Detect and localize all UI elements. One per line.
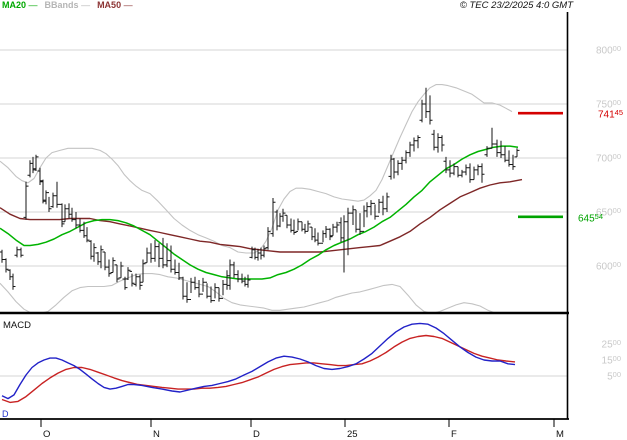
svg-text:75000: 75000 [596, 98, 621, 111]
svg-text:64554: 64554 [578, 212, 603, 225]
macd-axis-labels: 2500 1500 500 [602, 338, 621, 383]
svg-text:74145: 74145 [598, 108, 623, 121]
ma50-line [0, 178, 523, 253]
candles-layer [0, 87, 520, 303]
timestamp: © TEC 23/2/2025 4:0 GMT [459, 0, 573, 11]
price-axis-labels: 80000 75000 70000 65000 60000 [596, 44, 621, 273]
macd-line [1, 322, 516, 400]
svg-text:60000: 60000 [596, 260, 621, 273]
svg-text:M: M [556, 429, 564, 440]
macd-panel-label: MACD [3, 320, 31, 331]
ma20-line-swatch: — [28, 0, 38, 10]
x-axis-labels: O N D 25 F M [40, 419, 564, 440]
svg-text:D: D [2, 409, 9, 419]
svg-text:N: N [153, 429, 160, 440]
legend-label-ma50: MA50 [97, 0, 122, 10]
svg-text:70000: 70000 [596, 152, 621, 165]
chart-legend: MA20 — BBands — MA50 — [2, 0, 140, 10]
legend-item-ma20[interactable]: MA20 — [2, 0, 38, 10]
legend-label-ma20: MA20 [2, 0, 27, 10]
svg-text:1500: 1500 [602, 354, 621, 367]
chart-border [0, 12, 569, 420]
svg-text:O: O [43, 429, 50, 440]
svg-text:80000: 80000 [596, 44, 621, 57]
svg-text:25: 25 [347, 429, 358, 440]
macd-signal-line [1, 334, 516, 404]
stray-glyph: D [2, 409, 9, 419]
legend-item-ma50[interactable]: MA50 — [97, 0, 133, 10]
bollinger-upper-line [0, 84, 513, 254]
svg-text:MACD: MACD [3, 320, 31, 331]
gridlines [0, 49, 568, 377]
legend-item-bbands[interactable]: BBands — [44, 0, 91, 10]
level-labels: 74145 64554 [578, 108, 623, 224]
svg-text:D: D [253, 429, 260, 440]
legend-label-bbands: BBands [44, 0, 79, 10]
svg-text:2500: 2500 [602, 338, 621, 351]
ma20-line [0, 145, 519, 280]
bbands-line-swatch: — [81, 0, 90, 10]
ma50-line-swatch: — [123, 0, 133, 10]
svg-text:F: F [451, 429, 457, 440]
svg-text:65000: 65000 [596, 206, 621, 219]
svg-text:500: 500 [607, 370, 621, 383]
